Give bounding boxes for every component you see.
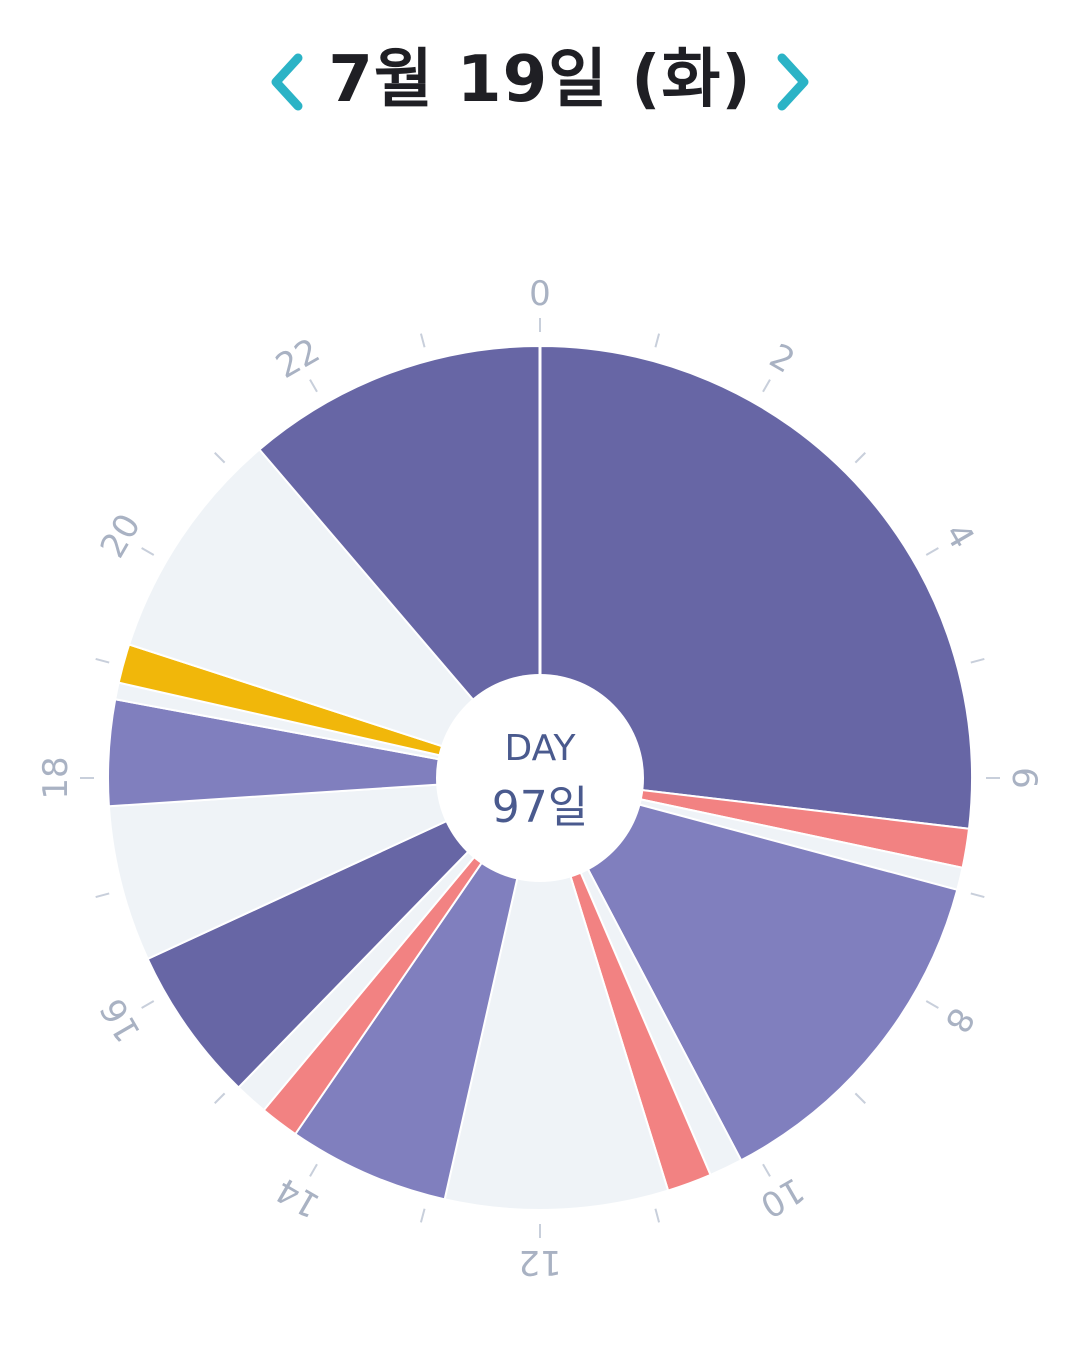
hour-tick [141,547,155,556]
segment-empty[interactable] [443,774,670,1212]
hour-label: 12 [518,1242,561,1282]
hour-tick [419,1208,426,1223]
hour-label: 22 [269,331,326,387]
date-header: 7월 19일 (화) [0,0,1080,160]
segment-empty[interactable] [127,448,544,781]
next-day-button[interactable] [762,46,822,118]
hour-tick [95,892,110,899]
center-label-day: DAY [505,728,577,769]
segment-nap[interactable] [293,777,541,1201]
hour-tick [214,452,226,464]
hour-tick [214,1092,226,1104]
hour-tick [309,1163,318,1177]
hour-label: 6 [1004,767,1044,789]
hour-tick [762,1163,771,1177]
segment-sleep[interactable] [258,344,541,781]
segment-sleep[interactable] [146,777,541,1089]
hour-label: 8 [936,1001,981,1040]
chevron-left-icon [271,53,303,111]
chart-segments [107,344,974,1212]
hour-label: 4 [936,517,981,556]
hour-label: 18 [36,756,76,799]
hour-tick [654,333,661,348]
hour-tick [309,379,318,393]
center-label-days-count: 97일 [492,782,588,833]
segment-empty[interactable] [107,777,541,961]
chevron-right-icon [777,53,809,111]
date-title: 7월 19일 (화) [328,43,752,117]
hour-tick [925,1000,939,1009]
hour-label: 10 [753,1169,810,1225]
hour-label: 20 [93,507,149,564]
hour-label: 0 [529,274,551,314]
hour-label: 2 [763,336,802,381]
segment-sleep[interactable] [539,344,974,830]
hour-tick [970,892,985,899]
hour-tick [925,547,939,556]
hour-tick [762,379,771,393]
hour-tick [970,657,985,664]
hour-tick [141,1000,155,1009]
hour-tick [419,333,426,348]
prev-day-button[interactable] [258,46,318,118]
segment-nap[interactable] [538,776,959,1162]
hour-tick [654,1208,661,1223]
center-circle [436,674,644,882]
hour-tick [854,452,866,464]
hour-ticks [80,318,1000,1238]
hour-tick [854,1092,866,1104]
hour-label: 16 [93,991,149,1048]
hour-tick [95,657,110,664]
hour-label: 14 [269,1169,326,1225]
